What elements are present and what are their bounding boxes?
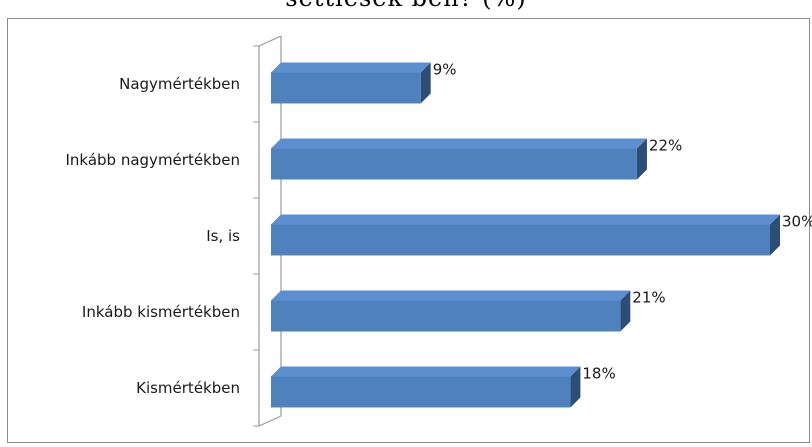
bar-top bbox=[271, 366, 581, 377]
value-label: 30% bbox=[782, 213, 812, 231]
bar-top bbox=[271, 62, 431, 73]
category-label: Inkább kismértékben bbox=[82, 303, 240, 321]
axis-wall-top bbox=[258, 35, 282, 47]
category-label: Nagymértékben bbox=[119, 75, 240, 93]
value-label: 18% bbox=[582, 365, 615, 383]
category-label: Inkább nagymértékben bbox=[65, 151, 240, 169]
bar-side bbox=[420, 62, 431, 104]
bar-top bbox=[271, 290, 631, 301]
bar bbox=[271, 224, 770, 256]
value-label: 9% bbox=[433, 61, 457, 79]
category-label: Kismértékben bbox=[136, 379, 240, 397]
bar-top bbox=[271, 138, 647, 149]
value-label: 21% bbox=[632, 289, 665, 307]
bar bbox=[271, 376, 571, 408]
bar bbox=[271, 300, 621, 332]
labels-layer: Nagymértékben 9% Inkább nagymértékben 22% Is… bbox=[65, 61, 812, 398]
axis-wall-bottom bbox=[258, 415, 282, 427]
value-label: 22% bbox=[649, 137, 682, 155]
bar-side bbox=[620, 290, 631, 332]
bar-side bbox=[570, 366, 581, 408]
bar-top bbox=[271, 214, 780, 225]
bar bbox=[271, 72, 421, 104]
bars-layer bbox=[271, 62, 780, 408]
chart-frame bbox=[7, 18, 810, 443]
chart-title-fragment: settlések ben? (%) bbox=[0, 0, 812, 12]
bar bbox=[271, 148, 637, 180]
bar-side bbox=[636, 138, 647, 180]
bar-side bbox=[770, 214, 780, 256]
category-label: Is, is bbox=[206, 227, 240, 245]
